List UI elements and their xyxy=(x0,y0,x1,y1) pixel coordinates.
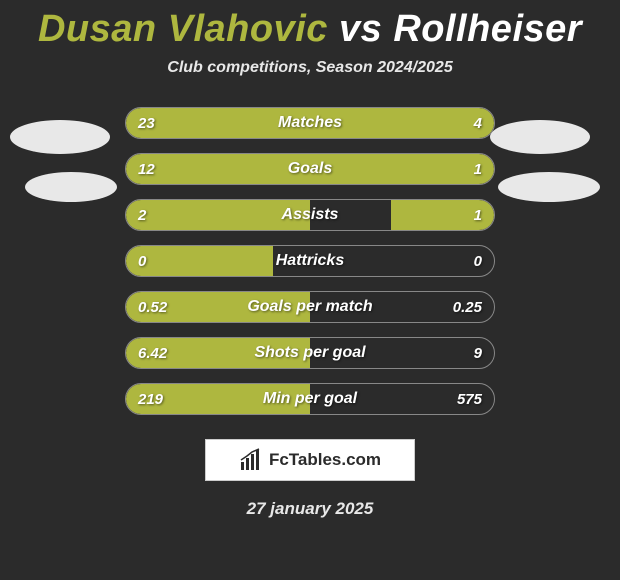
stat-value-right: 1 xyxy=(474,161,482,178)
stat-value-left: 0.52 xyxy=(138,299,167,316)
stat-value-right: 1 xyxy=(474,207,482,224)
stat-value-right: 4 xyxy=(474,115,482,132)
stat-label: Hattricks xyxy=(276,252,344,270)
stat-row: 12 Goals 1 xyxy=(125,153,495,185)
stats-container: 23Matches412Goals12Assists10Hattricks00.… xyxy=(125,107,495,415)
stat-label: Goals per match xyxy=(247,298,372,316)
stat-value-right: 9 xyxy=(474,345,482,362)
stat-label: Goals xyxy=(288,160,332,178)
stat-value-right: 575 xyxy=(457,391,482,408)
stat-label: Min per goal xyxy=(263,390,357,408)
vs-text: vs xyxy=(339,8,382,50)
avatar-ellipse xyxy=(498,172,600,202)
stat-row: 0 Hattricks 0 xyxy=(125,245,495,277)
stat-value-left: 6.42 xyxy=(138,345,167,362)
page-title: Dusan Vlahovic vs Rollheiser xyxy=(0,0,620,51)
stat-row: 219 Min per goal 575 xyxy=(125,383,495,415)
player2-name: Rollheiser xyxy=(393,8,582,50)
avatar-ellipse xyxy=(10,120,110,154)
stat-label: Assists xyxy=(282,206,339,224)
bar-left xyxy=(126,154,391,184)
bar-left xyxy=(126,246,273,276)
chart-icon xyxy=(239,448,263,472)
avatar-ellipse xyxy=(490,120,590,154)
stat-label: Shots per goal xyxy=(254,344,365,362)
avatar-ellipse xyxy=(25,172,117,202)
stat-row: 0.52 Goals per match 0.25 xyxy=(125,291,495,323)
stat-value-right: 0 xyxy=(474,253,482,270)
stat-label: Matches xyxy=(278,114,342,132)
stat-row: 23 Matches 4 xyxy=(125,107,495,139)
stat-value-left: 2 xyxy=(138,207,146,224)
stat-value-left: 0 xyxy=(138,253,146,270)
player1-name: Dusan Vlahovic xyxy=(38,8,328,50)
stat-value-left: 23 xyxy=(138,115,155,132)
stat-value-left: 219 xyxy=(138,391,163,408)
subtitle: Club competitions, Season 2024/2025 xyxy=(0,59,620,77)
stat-row: 2 Assists 1 xyxy=(125,199,495,231)
stat-row: 6.42 Shots per goal 9 xyxy=(125,337,495,369)
stat-value-right: 0.25 xyxy=(453,299,482,316)
date-text: 27 january 2025 xyxy=(0,499,620,519)
stat-value-left: 12 xyxy=(138,161,155,178)
brand-text: FcTables.com xyxy=(269,450,381,470)
bar-left xyxy=(126,108,391,138)
brand-logo: FcTables.com xyxy=(205,439,415,481)
